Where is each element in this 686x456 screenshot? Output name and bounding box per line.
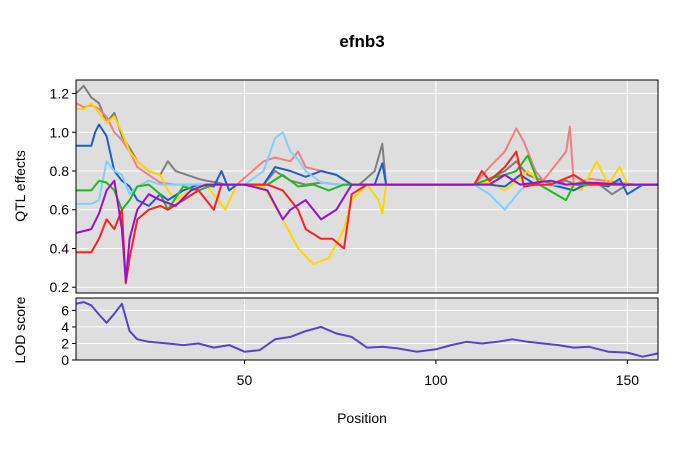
- y-tick-label: 1.2: [50, 86, 70, 102]
- series-line-5: [76, 154, 658, 211]
- x-tick-label: 150: [616, 372, 640, 388]
- effects-lines: [75, 84, 658, 285]
- y-tick-label: 0: [61, 352, 69, 368]
- y-tick-label: 0.4: [50, 240, 70, 256]
- y-tick-label: 6: [61, 302, 69, 318]
- y-tick-label: 0.8: [50, 163, 70, 179]
- x-axis-label: Position: [337, 410, 387, 426]
- series-line-4: [76, 131, 658, 211]
- series-line-7: [75, 173, 658, 283]
- y-tick-label: 1.0: [50, 124, 70, 140]
- series-line-1: [75, 102, 658, 186]
- series-line-3: [76, 123, 658, 207]
- lod-lines: [75, 301, 659, 358]
- lod-y-axis-label: LOD score: [12, 296, 28, 363]
- y-tick-label: 2: [61, 335, 69, 351]
- effects-y-axis-label: QTL effects: [12, 150, 28, 222]
- lod-panel-frame: [75, 297, 659, 361]
- y-tick-label: 4: [61, 319, 69, 335]
- lod-x-ticks: 50 100 150: [237, 360, 640, 388]
- effects-y-ticks: 0.2 0.4 0.6 0.8 1.0 1.2: [50, 86, 76, 295]
- x-tick-label: 100: [424, 372, 448, 388]
- y-tick-label: 0.2: [50, 279, 70, 295]
- y-tick-label: 0.6: [50, 202, 70, 218]
- effects-gridlines: [76, 80, 658, 293]
- effects-panel-frame: [75, 79, 659, 294]
- chart-title: efnb3: [339, 32, 384, 51]
- lod-panel-background: [76, 298, 658, 360]
- x-tick-label: 50: [237, 372, 253, 388]
- series-line-0: [75, 301, 659, 358]
